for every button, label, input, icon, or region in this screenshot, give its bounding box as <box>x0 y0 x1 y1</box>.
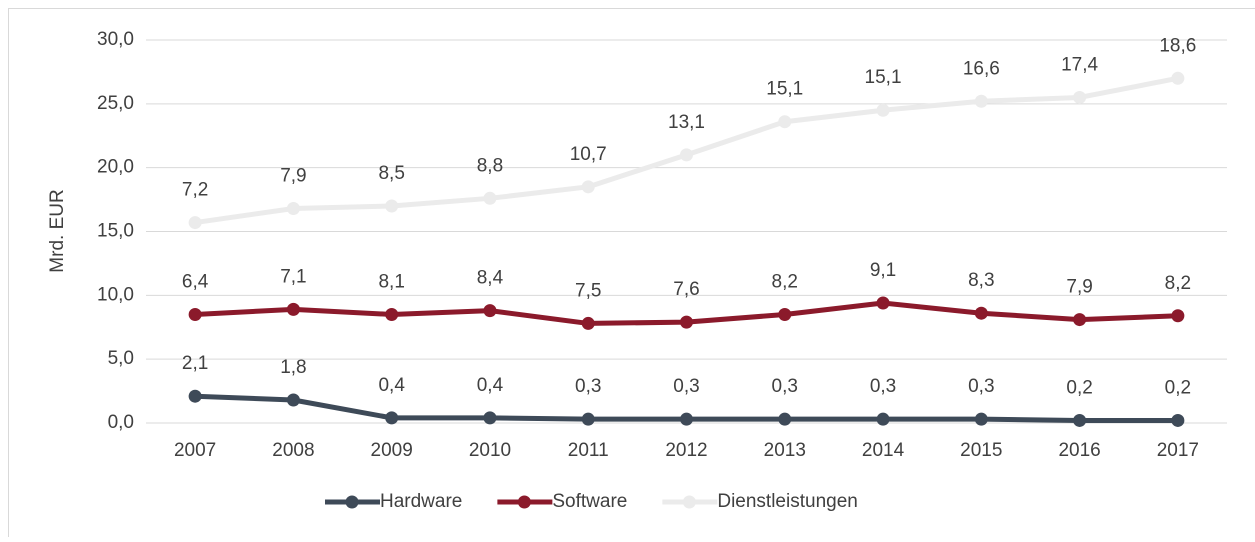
x-tick-label: 2013 <box>764 440 806 461</box>
data-label: 8,5 <box>378 163 404 184</box>
data-point <box>287 394 300 407</box>
data-point <box>975 95 988 108</box>
x-tick-label: 2015 <box>960 440 1002 461</box>
data-point <box>975 307 988 320</box>
y-tick-label: 20,0 <box>97 157 134 178</box>
data-point <box>1073 313 1086 326</box>
data-label: 8,1 <box>378 271 404 292</box>
y-tick-label: 25,0 <box>97 93 134 114</box>
data-label: 15,1 <box>766 79 803 100</box>
y-tick-label: 10,0 <box>97 284 134 305</box>
data-point <box>680 413 693 426</box>
data-point <box>385 199 398 212</box>
data-label: 0,3 <box>968 376 994 397</box>
data-label: 8,2 <box>1165 273 1191 294</box>
x-tick-label: 2016 <box>1058 440 1100 461</box>
legend-label: Hardware <box>380 491 462 512</box>
data-point <box>877 413 890 426</box>
legend-label: Dienstleistungen <box>717 491 857 512</box>
data-label: 13,1 <box>668 112 705 133</box>
data-point <box>189 216 202 229</box>
data-point <box>582 180 595 193</box>
data-point <box>1171 414 1184 427</box>
data-point <box>778 413 791 426</box>
data-label: 8,3 <box>968 270 994 291</box>
data-label: 0,2 <box>1066 377 1092 398</box>
y-tick-label: 15,0 <box>97 221 134 242</box>
data-point <box>1171 309 1184 322</box>
y-tick-label: 5,0 <box>108 348 134 369</box>
data-point <box>778 115 791 128</box>
data-label: 7,9 <box>280 166 306 187</box>
data-label: 0,3 <box>772 376 798 397</box>
legend-marker <box>518 496 531 509</box>
x-tick-label: 2008 <box>272 440 314 461</box>
y-tick-label: 0,0 <box>108 412 134 433</box>
data-point <box>778 308 791 321</box>
data-label: 6,4 <box>182 271 209 292</box>
data-point <box>483 411 496 424</box>
y-tick-label: 30,0 <box>97 29 134 50</box>
data-label: 0,2 <box>1165 377 1191 398</box>
data-point <box>287 202 300 215</box>
data-point <box>582 413 595 426</box>
x-tick-label: 2007 <box>174 440 216 461</box>
data-label: 7,1 <box>280 266 306 287</box>
data-label: 17,4 <box>1061 54 1098 75</box>
data-point <box>189 390 202 403</box>
y-axis-label: Mrd. EUR <box>47 189 68 272</box>
data-label: 7,5 <box>575 280 601 301</box>
data-label: 0,3 <box>575 376 601 397</box>
data-point <box>189 308 202 321</box>
data-label: 16,6 <box>963 58 1000 79</box>
data-point <box>1073 414 1086 427</box>
data-label: 9,1 <box>870 260 896 281</box>
data-point <box>1073 91 1086 104</box>
data-point <box>483 304 496 317</box>
data-label: 8,4 <box>477 268 504 289</box>
data-point <box>385 308 398 321</box>
data-point <box>680 316 693 329</box>
data-point <box>975 413 988 426</box>
data-point <box>877 296 890 309</box>
data-point <box>1171 72 1184 85</box>
data-label: 8,8 <box>477 155 503 176</box>
legend-marker <box>683 496 696 509</box>
data-label: 7,2 <box>182 180 208 201</box>
data-point <box>287 303 300 316</box>
data-label: 0,4 <box>477 375 504 396</box>
data-point <box>680 148 693 161</box>
x-tick-label: 2014 <box>862 440 905 461</box>
legend-label: Software <box>552 491 627 512</box>
data-point <box>582 317 595 330</box>
data-point <box>877 104 890 117</box>
data-label: 18,6 <box>1159 35 1196 56</box>
data-label: 7,9 <box>1066 277 1092 298</box>
x-tick-label: 2009 <box>371 440 413 461</box>
legend-marker <box>346 496 359 509</box>
x-tick-label: 2012 <box>665 440 707 461</box>
data-label: 2,1 <box>182 353 208 374</box>
data-label: 8,2 <box>772 271 798 292</box>
data-label: 7,6 <box>673 279 699 300</box>
data-label: 15,1 <box>865 67 902 88</box>
x-tick-label: 2011 <box>568 440 609 461</box>
data-label: 1,8 <box>280 357 306 378</box>
data-label: 10,7 <box>570 144 607 165</box>
data-point <box>385 411 398 424</box>
x-tick-label: 2010 <box>469 440 511 461</box>
data-label: 0,3 <box>870 376 896 397</box>
x-tick-label: 2017 <box>1157 440 1199 461</box>
data-label: 0,4 <box>378 375 405 396</box>
data-point <box>483 192 496 205</box>
data-label: 0,3 <box>673 376 699 397</box>
